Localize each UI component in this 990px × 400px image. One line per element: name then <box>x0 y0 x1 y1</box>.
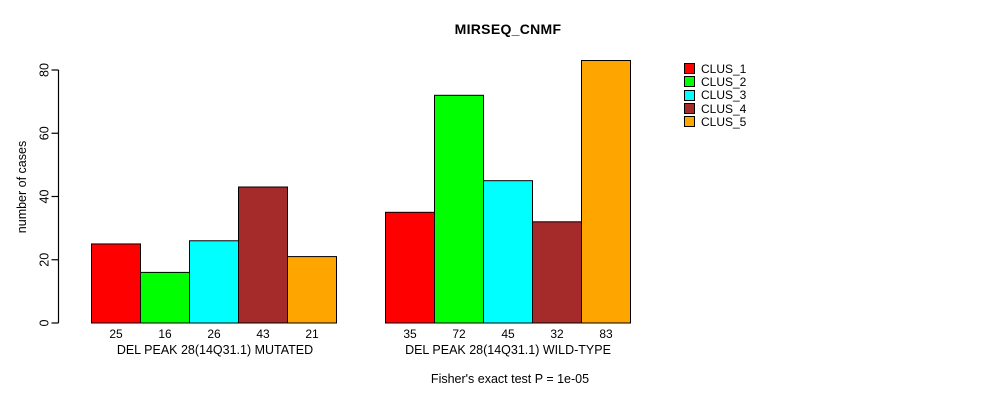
legend-label: CLUS_1 <box>701 61 747 76</box>
legend-item-CLUS_3: CLUS_3 <box>684 88 747 103</box>
legend-label: CLUS_4 <box>701 101 747 116</box>
legend-swatch <box>684 116 695 128</box>
legend-label: CLUS_5 <box>701 114 747 129</box>
bar-value-label: 45 <box>501 327 515 341</box>
bar-CLUS_3-group0 <box>189 240 239 324</box>
bar-CLUS_3-group1 <box>483 180 533 324</box>
legend-swatch <box>684 63 695 75</box>
bar-value-label: 32 <box>550 327 564 341</box>
legend-item-CLUS_5: CLUS_5 <box>684 114 747 129</box>
y-axis-tick-label: 40 <box>37 190 51 204</box>
bar-CLUS_5-group1 <box>581 60 631 324</box>
legend-swatch <box>684 103 695 115</box>
bar-CLUS_2-group0 <box>140 271 190 324</box>
bar-CLUS_1-group0 <box>91 243 141 324</box>
y-axis-tick-label: 80 <box>37 63 51 77</box>
bar-value-label: 43 <box>256 327 270 341</box>
y-axis-tick-label: 60 <box>37 126 51 140</box>
bar-CLUS_4-group0 <box>238 186 288 324</box>
bar-value-label: 26 <box>207 327 221 341</box>
legend-item-CLUS_1: CLUS_1 <box>684 61 747 76</box>
legend-item-CLUS_4: CLUS_4 <box>684 101 747 116</box>
legend-swatch <box>684 89 695 101</box>
legend: CLUS_1 CLUS_2 CLUS_3 CLUS_4 CLUS_5 <box>684 61 747 129</box>
legend-label: CLUS_2 <box>701 74 747 89</box>
bar-value-label: 25 <box>109 327 123 341</box>
bar-value-label: 16 <box>158 327 172 341</box>
chart-title: MIRSEQ_CNMF <box>454 21 562 37</box>
legend-item-CLUS_2: CLUS_2 <box>684 74 747 89</box>
y-axis-tick-label: 20 <box>37 253 51 267</box>
x-group-label-wildtype: DEL PEAK 28(14Q31.1) WILD-TYPE <box>405 343 611 357</box>
bar-value-label: 72 <box>452 327 466 341</box>
bar-CLUS_2-group1 <box>434 94 484 324</box>
bar-value-label: 21 <box>305 327 319 341</box>
legend-swatch <box>684 76 695 88</box>
bar-value-label: 35 <box>403 327 417 341</box>
bar-CLUS_4-group1 <box>532 221 582 324</box>
bar-CLUS_5-group0 <box>287 256 337 324</box>
bar-CLUS_1-group1 <box>385 211 435 324</box>
legend-label: CLUS_3 <box>701 88 747 103</box>
y-axis-tick-label: 0 <box>37 319 51 326</box>
bar-value-label: 83 <box>599 327 613 341</box>
x-group-label-mutated: DEL PEAK 28(14Q31.1) MUTATED <box>116 343 314 357</box>
fisher-test-note: Fisher's exact test P = 1e-05 <box>430 372 590 386</box>
